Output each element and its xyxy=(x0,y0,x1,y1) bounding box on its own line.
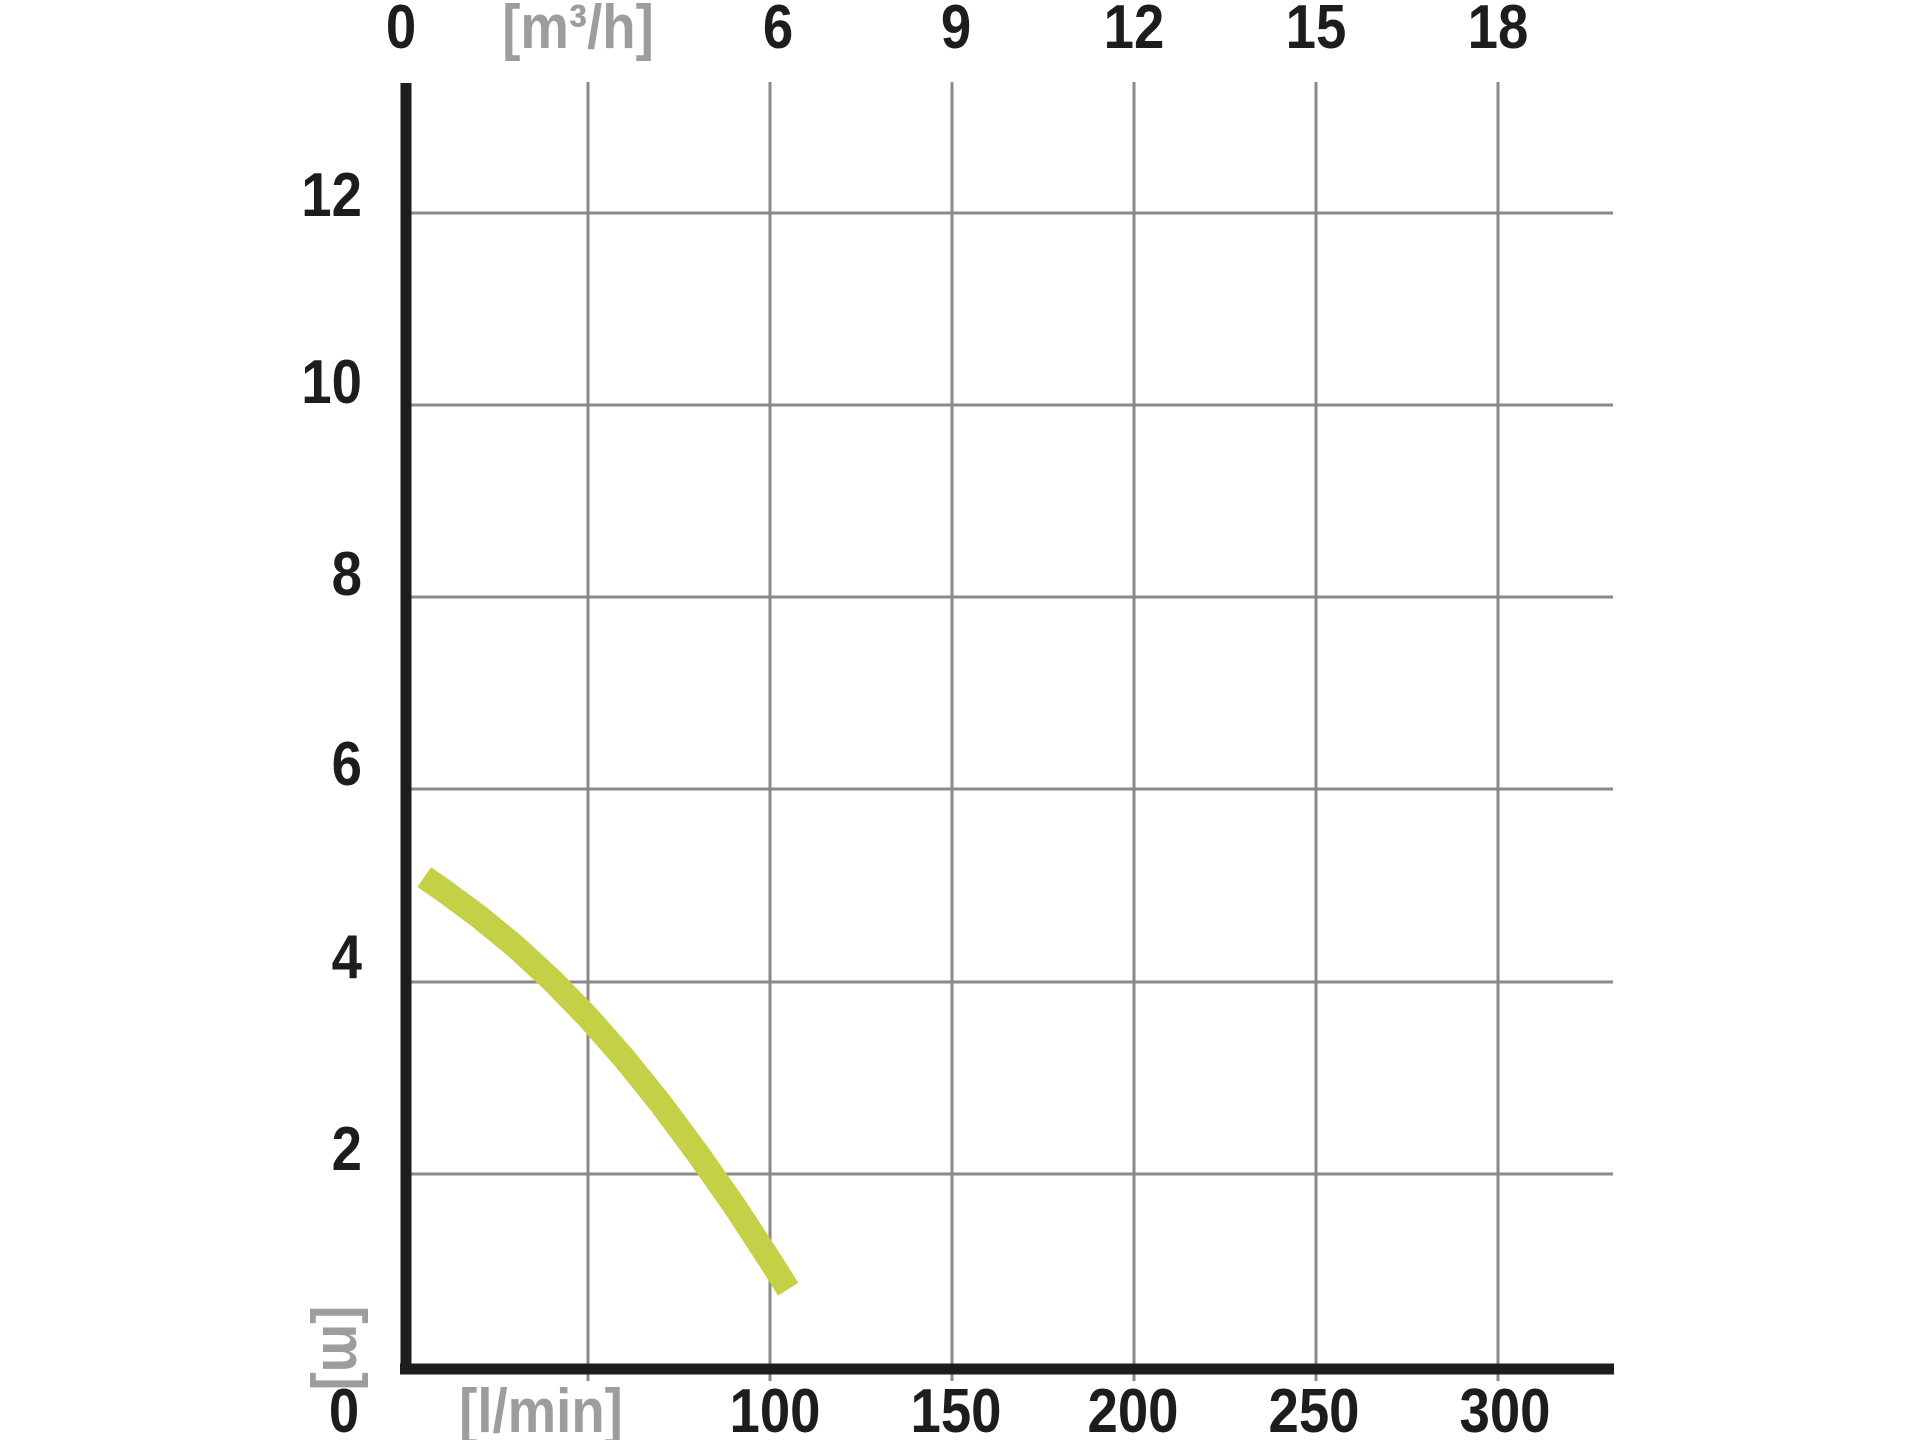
left-axis-tick-label: 8 xyxy=(331,540,362,609)
top-axis-tick-label: 9 xyxy=(940,0,972,62)
bottom-axis-tick-label: 200 xyxy=(1087,1377,1179,1440)
bottom-axis-tick-label: 250 xyxy=(1268,1377,1360,1440)
top-axis-tick-label: 0 xyxy=(385,0,417,62)
top-axis-tick-label: 18 xyxy=(1467,0,1529,62)
top-axis-tick-label: 15 xyxy=(1285,0,1347,62)
grid-horizontal-lines xyxy=(406,211,1613,1176)
bottom-axis-unit-label: [l/min] xyxy=(459,1377,623,1440)
pump-curve-line xyxy=(417,867,799,1296)
left-axis-tick-label: 6 xyxy=(331,730,362,799)
top-axis-unit-label: [m³/h] xyxy=(502,0,654,62)
left-axis-tick-label: 2 xyxy=(331,1115,362,1184)
top-axis-tick-label: 6 xyxy=(762,0,794,62)
left-axis-tick-label: 10 xyxy=(301,348,362,417)
bottom-axis-tick-label: 150 xyxy=(910,1377,1002,1440)
grid-vertical-lines xyxy=(586,82,1500,1381)
bottom-axis-tick-label: 100 xyxy=(729,1377,821,1440)
left-axis-tick-label: 12 xyxy=(301,161,362,230)
origin-label: 0 xyxy=(328,1377,360,1440)
bottom-axis-tick-label: 300 xyxy=(1459,1377,1551,1440)
left-axis-tick-label: 4 xyxy=(331,923,362,992)
top-axis-tick-label: 12 xyxy=(1103,0,1165,62)
